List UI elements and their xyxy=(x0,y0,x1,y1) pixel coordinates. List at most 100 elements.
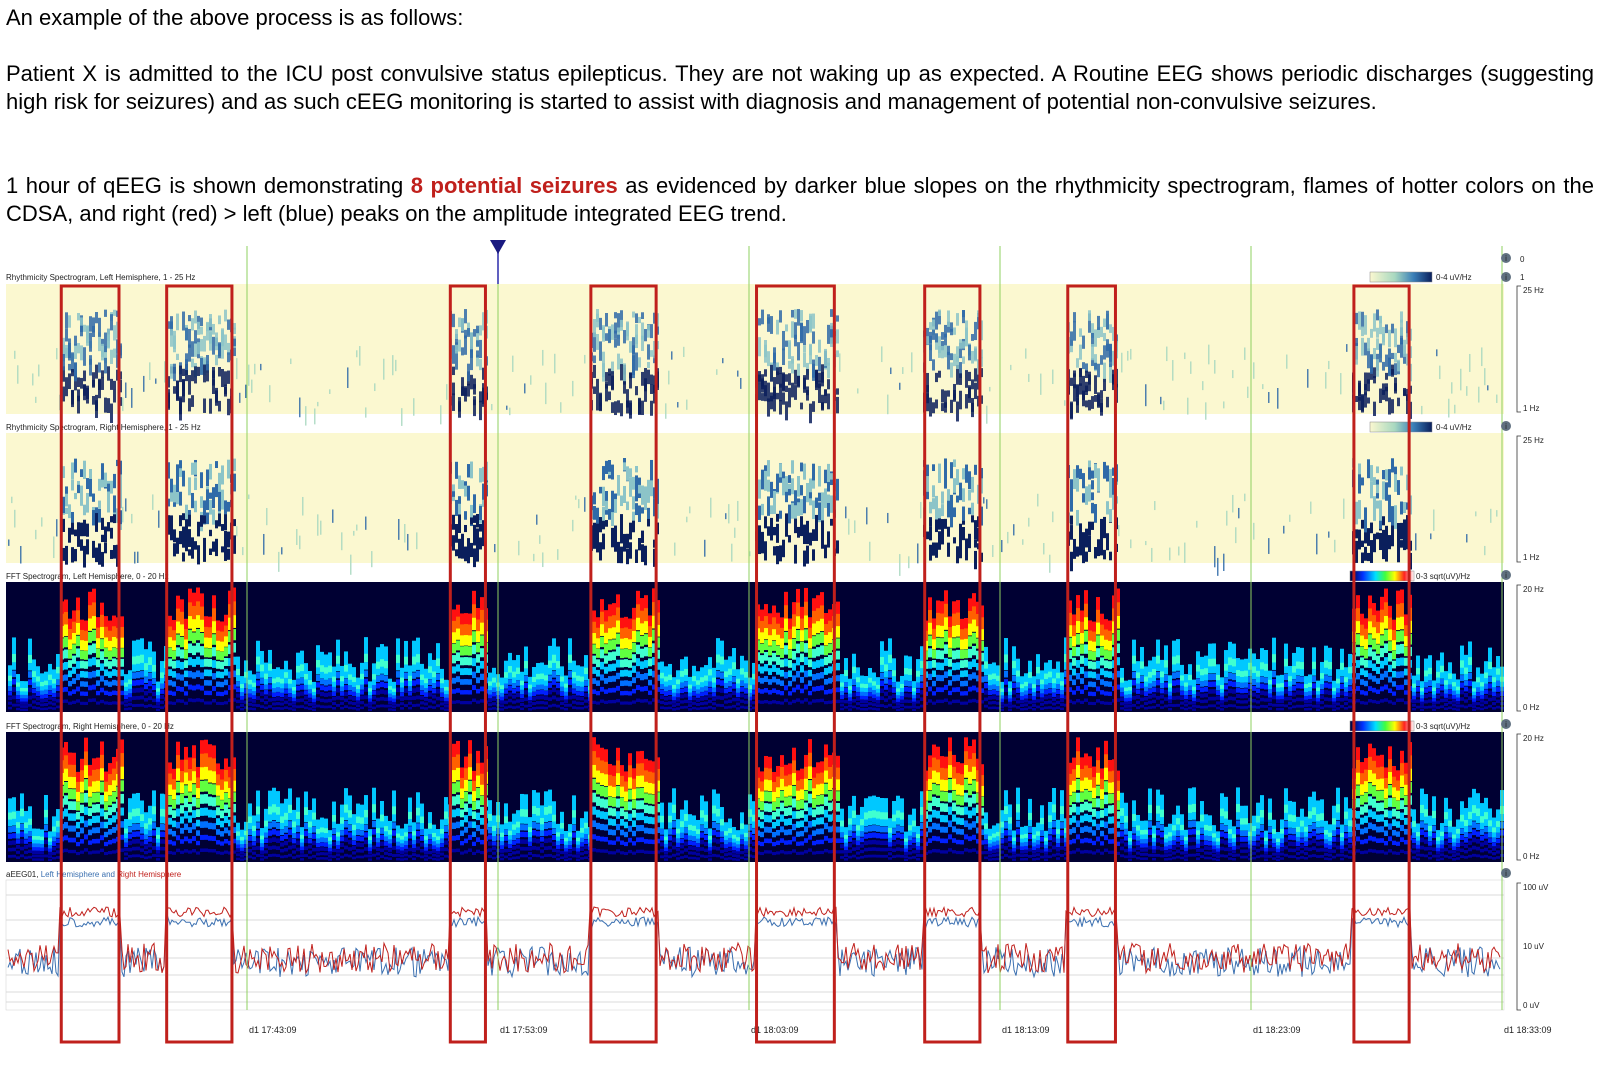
spectrogram-cell xyxy=(1124,684,1128,690)
spectrogram-cell xyxy=(1208,696,1212,701)
spectrogram-cell xyxy=(818,356,821,372)
spectrogram-cell xyxy=(932,490,935,498)
spectrogram-cell xyxy=(1172,648,1176,658)
spectrogram-cell xyxy=(614,330,617,339)
spectrogram-cell xyxy=(360,662,364,671)
spectrogram-cell xyxy=(614,499,617,513)
spectrogram-cell xyxy=(844,676,848,683)
spectrogram-cell xyxy=(1376,610,1380,624)
spectrogram-cell xyxy=(83,324,86,332)
spectrogram-cell xyxy=(1340,662,1344,671)
spectrogram-cell xyxy=(596,617,600,630)
spectrogram-cell xyxy=(392,708,396,712)
spectrogram-cell xyxy=(1052,702,1056,706)
spectrogram-cell xyxy=(108,681,112,687)
spectrogram-cell xyxy=(828,654,832,664)
spectrogram-cell xyxy=(968,674,972,681)
spectrogram-cell xyxy=(173,335,176,353)
spectrogram-cell xyxy=(1308,678,1312,685)
spectrogram-cell xyxy=(1148,706,1152,709)
spectrogram-cell xyxy=(980,605,984,620)
spectrogram-cell xyxy=(932,542,935,556)
spectrogram-cell xyxy=(840,682,844,688)
spectrogram-cell xyxy=(599,544,602,560)
spectrogram-cell xyxy=(1080,700,1084,704)
spectrogram-cell xyxy=(1104,701,1108,705)
spectrogram-cell xyxy=(268,656,272,665)
spectrogram-cell xyxy=(624,669,628,677)
spectrogram-cell xyxy=(1361,552,1364,564)
spectrogram-cell xyxy=(1394,363,1397,376)
spectrogram-cell xyxy=(92,684,96,690)
spectrogram-cell xyxy=(803,352,806,368)
spectrogram-cell xyxy=(1200,699,1204,704)
spectrogram-cell xyxy=(988,663,992,672)
spectrogram-cell xyxy=(95,507,98,515)
spectrogram-cell xyxy=(820,632,824,643)
spectrogram-cell xyxy=(1040,693,1044,698)
spectrogram-cell xyxy=(491,404,493,411)
spectrogram-cell xyxy=(228,604,232,619)
case-description: Patient X is admitted to the ICU post co… xyxy=(6,61,1594,114)
spectrogram-cell xyxy=(1372,603,1376,618)
spectrogram-cell xyxy=(608,628,612,640)
spectrogram-cell xyxy=(608,373,611,386)
spectrogram-cell xyxy=(712,677,716,684)
spectrogram-cell xyxy=(107,522,110,532)
spectrogram-cell xyxy=(1376,666,1380,674)
spectrogram-cell xyxy=(700,682,704,688)
spectrogram-cell xyxy=(1400,311,1403,323)
spectrogram-cell xyxy=(479,391,482,403)
spectrogram-cell xyxy=(948,701,952,705)
spectrogram-cell xyxy=(420,663,424,672)
spectrogram-cell xyxy=(792,687,796,693)
spectrogram-cell xyxy=(1356,686,1360,691)
spectrogram-cell xyxy=(950,508,953,528)
spectrogram-cell xyxy=(136,671,140,679)
spectrogram-cell xyxy=(400,677,404,684)
spectrogram-cell xyxy=(556,646,560,656)
spectrogram-cell xyxy=(611,371,614,390)
spectrogram-cell xyxy=(876,696,880,701)
spectrogram-cell xyxy=(784,685,788,691)
spectrogram-cell xyxy=(1180,670,1184,677)
spectrogram-cell xyxy=(412,680,416,686)
spectrogram-cell xyxy=(444,694,448,699)
spectrogram-cell xyxy=(492,707,496,710)
spectrogram-cell xyxy=(1184,678,1188,685)
spectrogram-cell xyxy=(240,708,244,711)
spectrogram-cell xyxy=(96,659,100,668)
spectrogram-cell xyxy=(215,354,218,366)
spectrogram-cell xyxy=(360,701,364,705)
spectrogram-cell xyxy=(968,479,971,490)
spectrogram-cell xyxy=(552,654,556,664)
spectrogram-cell xyxy=(1208,344,1210,365)
spectrogram-cell xyxy=(828,643,832,654)
spectrogram-cell xyxy=(119,397,122,406)
spectrogram-cell xyxy=(215,387,218,406)
spectrogram-cell xyxy=(208,616,212,630)
spectrogram-cell xyxy=(14,350,16,359)
spectrogram-cell xyxy=(912,687,916,693)
spectrogram-cell xyxy=(532,686,536,692)
spectrogram-cell xyxy=(1236,658,1240,667)
spectrogram-cell xyxy=(412,648,416,658)
spectrogram-cell xyxy=(848,682,852,688)
spectrogram-cell xyxy=(1316,708,1320,711)
spectrogram-cell xyxy=(1236,700,1240,704)
spectrogram-cell xyxy=(604,700,608,704)
spectrogram-cell xyxy=(968,623,972,636)
spectrogram-cell xyxy=(752,706,756,710)
spectrogram-cell xyxy=(776,612,780,626)
spectrogram-cell xyxy=(72,644,76,654)
spectrogram-cell xyxy=(808,617,812,630)
spectrogram-cell xyxy=(180,599,184,614)
spectrogram-cell xyxy=(764,700,768,704)
spectrogram-cell xyxy=(480,622,484,635)
spectrogram-cell xyxy=(940,601,944,616)
spectrogram-cell xyxy=(1032,708,1036,711)
spectrogram-cell xyxy=(436,666,440,674)
spectrogram-cell xyxy=(794,322,797,340)
spectrogram-cell xyxy=(1109,363,1112,383)
spectrogram-cell xyxy=(168,669,172,676)
